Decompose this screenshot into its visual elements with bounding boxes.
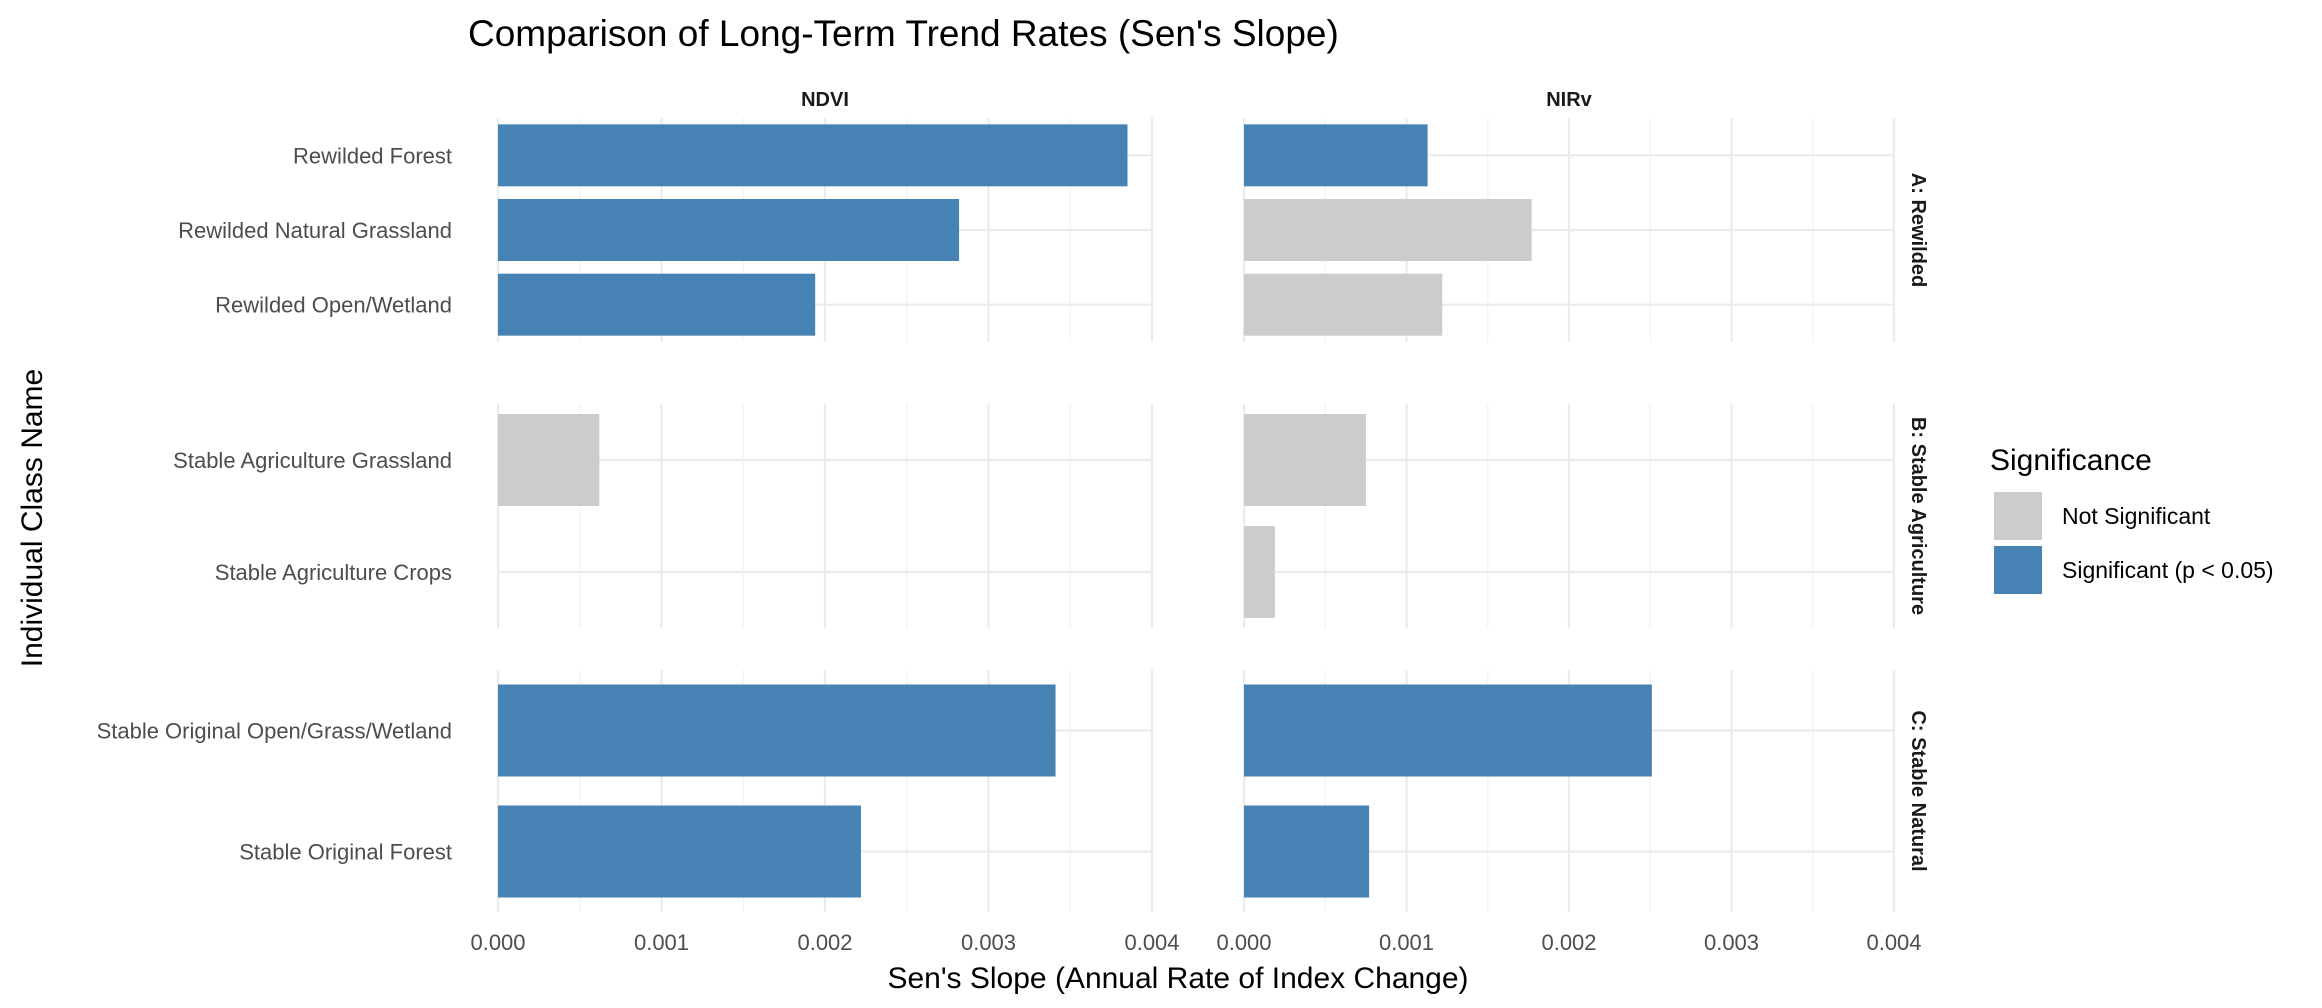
row-strip-c-stable-natural: C: Stable Natural xyxy=(1907,710,1929,871)
x-tick-label: 0.004 xyxy=(1124,930,1179,955)
x-tick-label: 0.004 xyxy=(1866,930,1921,955)
bar-ndvi-rewilded-natural-grassland xyxy=(498,199,960,261)
bar-nirv-stable-original-forest xyxy=(1244,805,1370,898)
legend-label-significant-p-0-05: Significant (p < 0.05) xyxy=(2062,557,2274,583)
panel-b-stable-agriculture-nirv xyxy=(1242,404,1896,628)
y-tick-label: Rewilded Natural Grassland xyxy=(178,218,452,243)
legend-key-not-significant xyxy=(1994,492,2042,540)
bar-ndvi-stable-agriculture-grassland xyxy=(498,414,600,506)
x-tick-label: 0.001 xyxy=(1379,930,1434,955)
bar-ndvi-rewilded-forest xyxy=(498,124,1128,187)
column-strip-ndvi: NDVI xyxy=(801,89,849,111)
legend-label-not-significant: Not Significant xyxy=(2062,503,2211,529)
x-tick-label: 0.000 xyxy=(1216,930,1271,955)
y-tick-label: Stable Agriculture Crops xyxy=(215,560,452,585)
panel-a-rewilded-ndvi xyxy=(496,118,1154,342)
panel-b-stable-agriculture-ndvi xyxy=(496,404,1154,628)
bar-nirv-stable-original-open-grass-wetland xyxy=(1244,684,1652,777)
row-strip-a-rewilded: A: Rewilded xyxy=(1907,173,1929,287)
bar-nirv-stable-agriculture-crops xyxy=(1244,526,1275,618)
y-tick-label: Rewilded Open/Wetland xyxy=(215,293,452,318)
y-axis-title: Individual Class Name xyxy=(16,369,49,667)
x-tick-label: 0.003 xyxy=(1704,930,1759,955)
y-tick-label: Stable Original Forest xyxy=(239,840,452,865)
x-axis-title: Sen's Slope (Annual Rate of Index Change… xyxy=(887,962,1468,995)
bar-nirv-rewilded-forest xyxy=(1244,124,1428,187)
column-strip-nirv: NIRv xyxy=(1546,89,1592,111)
y-tick-label: Rewilded Forest xyxy=(293,143,452,168)
bar-nirv-rewilded-open-wetland xyxy=(1244,273,1443,336)
bar-nirv-rewilded-natural-grassland xyxy=(1244,199,1532,261)
panel-c-stable-natural-nirv xyxy=(1242,670,1896,912)
x-tick-label: 0.000 xyxy=(470,930,525,955)
y-tick-label: Stable Agriculture Grassland xyxy=(173,448,452,473)
bar-nirv-stable-agriculture-grassland xyxy=(1244,414,1366,506)
bar-ndvi-stable-original-open-grass-wetland xyxy=(498,684,1056,777)
panel-c-stable-natural-ndvi xyxy=(496,670,1154,912)
x-tick-label: 0.001 xyxy=(634,930,689,955)
legend-title: Significance xyxy=(1990,444,2152,477)
row-strip-b-stable-agriculture: B: Stable Agriculture xyxy=(1907,417,1929,615)
legend: Significance Not Significant Significant … xyxy=(1990,444,2274,594)
bar-ndvi-rewilded-open-wetland xyxy=(498,273,816,336)
panels: NDVI NIRv Rewilded Forest Rewilded Natural … xyxy=(97,89,1929,955)
x-tick-label: 0.002 xyxy=(797,930,852,955)
panel-a-rewilded-nirv xyxy=(1242,118,1896,342)
y-tick-label: Stable Original Open/Grass/Wetland xyxy=(97,719,452,744)
bar-ndvi-stable-original-forest xyxy=(498,805,861,898)
x-tick-label: 0.003 xyxy=(961,930,1016,955)
chart-title: Comparison of Long-Term Trend Rates (Sen… xyxy=(468,13,1339,54)
legend-key-significant-p-0-05 xyxy=(1994,546,2042,594)
x-tick-label: 0.002 xyxy=(1541,930,1596,955)
